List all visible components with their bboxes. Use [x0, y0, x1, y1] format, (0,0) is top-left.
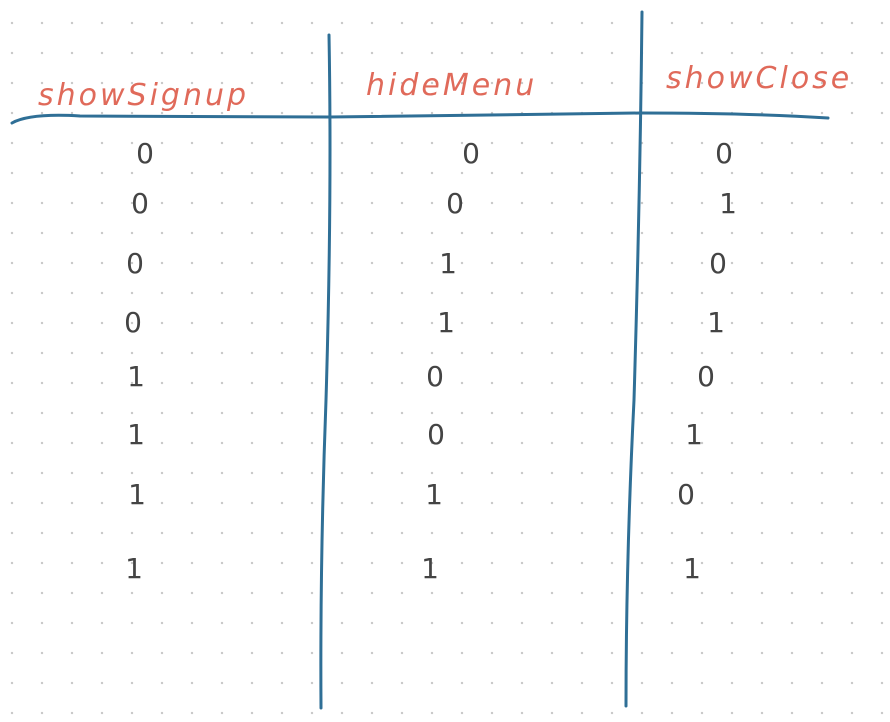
table-cell: 1	[685, 418, 703, 451]
table-cell: 1	[719, 187, 737, 220]
column-header: hideMenu	[366, 68, 537, 103]
column-header: showSignup	[38, 78, 249, 113]
table-cell: 0	[446, 187, 464, 220]
table-cell: 0	[124, 306, 142, 339]
table-cell: 0	[426, 360, 444, 393]
table-cell: 1	[125, 552, 143, 585]
table-cell: 0	[709, 247, 727, 280]
table-cell: 0	[427, 418, 445, 451]
table-cell: 1	[128, 478, 146, 511]
column-header: showClose	[666, 61, 852, 96]
column-divider-1	[319, 33, 332, 710]
table-cell: 1	[707, 306, 725, 339]
table-cell: 1	[127, 418, 145, 451]
table-cell: 1	[127, 360, 145, 393]
table-cell: 1	[425, 478, 443, 511]
table-cell: 0	[126, 247, 144, 280]
table-cell: 0	[677, 478, 695, 511]
table-cell: 1	[437, 306, 455, 339]
column-divider-2	[624, 10, 644, 708]
table-cell: 1	[683, 552, 701, 585]
table-cell: 1	[421, 552, 439, 585]
table-cell: 0	[462, 137, 480, 170]
table-cell: 0	[131, 187, 149, 220]
header-underline	[10, 111, 830, 125]
table-cell: 0	[136, 137, 154, 170]
table-cell: 0	[715, 137, 733, 170]
table-cell: 0	[697, 360, 715, 393]
table-cell: 1	[439, 247, 457, 280]
